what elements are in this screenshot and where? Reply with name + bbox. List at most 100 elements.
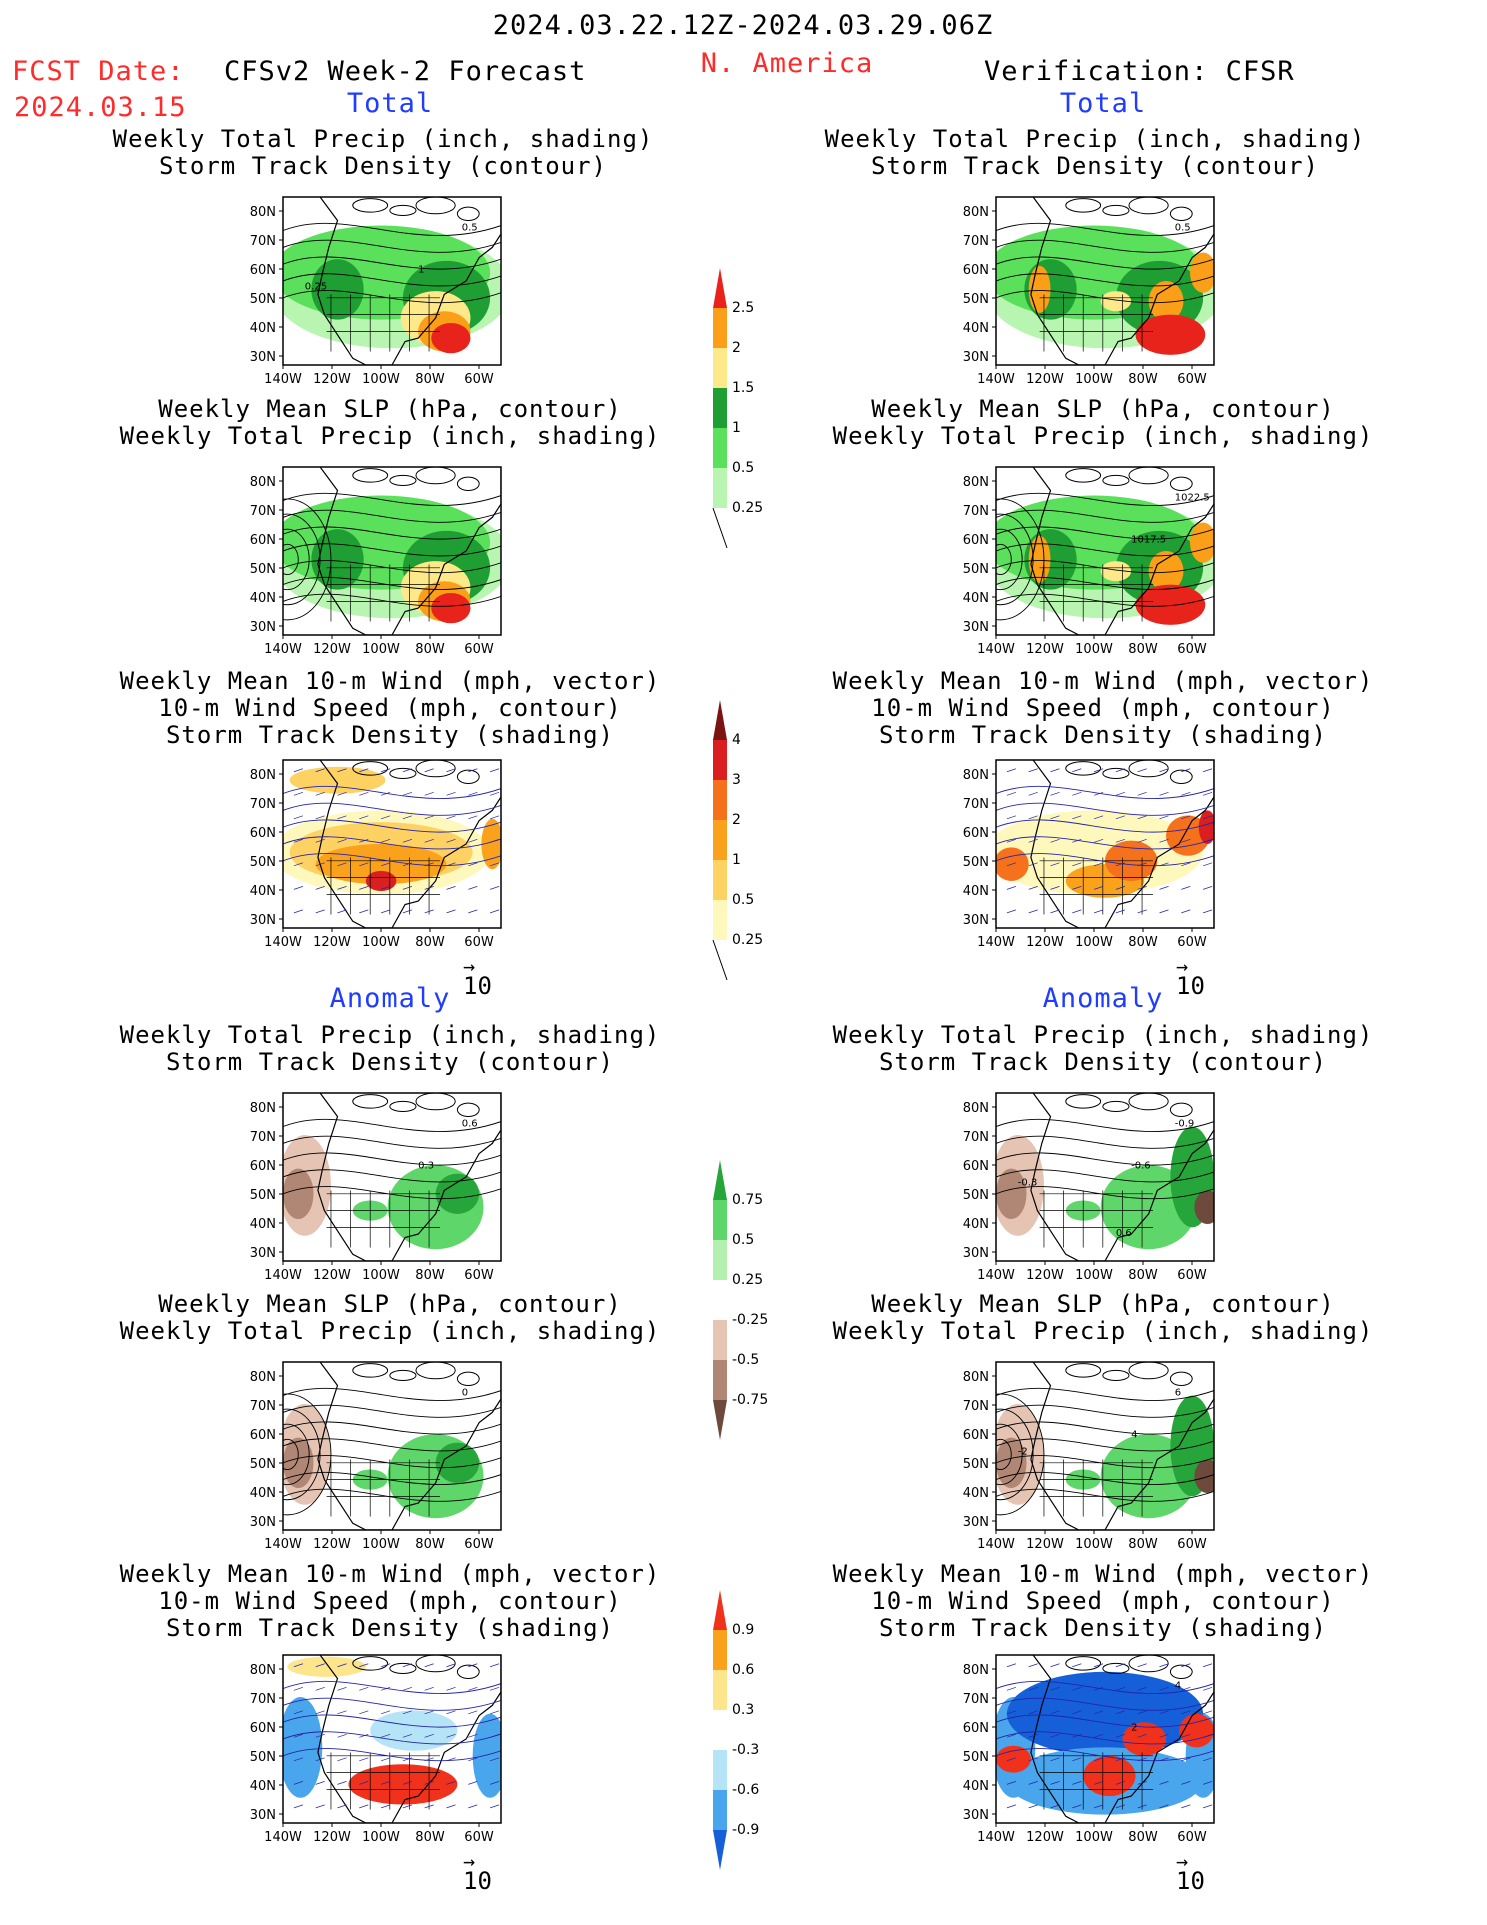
period-title: 2024.03.22.12Z-2024.03.29.06Z: [492, 10, 994, 41]
wind-vector: [446, 791, 456, 796]
map-content: [283, 467, 501, 635]
lat-tick-label: 60N: [250, 263, 276, 278]
wind-vector: [337, 909, 347, 914]
island-outline: [352, 198, 389, 213]
shading-area: [348, 1764, 458, 1805]
wind-vector: [1181, 1757, 1191, 1762]
wind-vector: [315, 1781, 325, 1785]
wind-vector: [424, 791, 434, 796]
contour-line: [283, 785, 501, 799]
contour-label: 0.5: [1175, 223, 1191, 234]
map-frame: [282, 759, 502, 929]
contour-line: [996, 222, 1214, 236]
lat-tick-label: 70N: [250, 1692, 276, 1707]
lat-tick-label: 80N: [250, 1663, 276, 1678]
pressure-contour: [283, 1393, 332, 1516]
coastline: [1030, 1362, 1214, 1530]
wind-vector: [1093, 791, 1104, 796]
island-outline: [1128, 760, 1169, 778]
title-line: Weekly Total Precip (inch, shading): [119, 422, 661, 450]
lon-tick-label: 80W: [1128, 1830, 1158, 1845]
map-frame: [995, 1361, 1215, 1531]
shading-area: [1148, 551, 1184, 592]
map-panel-p1l: 0.5 1 0.25 80N 70N 60N 50N 40N 30N 140W 120W 100W 80…: [250, 196, 502, 387]
title-line: Storm Track Density (contour): [878, 1048, 1328, 1076]
lat-tick-label: 40N: [963, 884, 989, 899]
title-line: Weekly Total Precip (inch, shading): [112, 125, 654, 153]
panel-title-p6r: Weekly Mean 10-m Wind (mph, vector) 10-m…: [833, 1561, 1374, 1642]
wind-vector: [402, 1757, 413, 1762]
contour-line: [283, 1404, 501, 1418]
map-content: 6 4 -2: [996, 1362, 1214, 1530]
contour-label: 1: [418, 265, 424, 276]
colorbar-label: 1: [732, 852, 741, 868]
wind-vector: [293, 1710, 304, 1715]
lon-tick-label: 100W: [362, 372, 400, 387]
map-content: [996, 760, 1214, 928]
wind-vector: [359, 1781, 369, 1785]
wind-vector: [1115, 909, 1126, 914]
wind-vector: [1093, 815, 1104, 820]
panel-title-p4r: Weekly Total Precip (inch, shading) Stor…: [833, 1022, 1374, 1076]
colorbar-label: 0.6: [732, 1662, 754, 1678]
contour-line: [283, 1471, 501, 1485]
arrow-right-icon: →: [463, 1849, 476, 1873]
contour-line: [996, 819, 1214, 833]
wind-vector: [1181, 886, 1191, 890]
wind-vector: [468, 1663, 478, 1668]
contour-line: [283, 509, 501, 523]
map-frame: [995, 1092, 1215, 1262]
lat-tick-label: 60N: [963, 826, 989, 841]
contour-line: [996, 1186, 1214, 1200]
lon-tick-label: 140W: [264, 1537, 302, 1552]
lat-tick-label: 30N: [963, 350, 989, 365]
wind-vector: [424, 815, 434, 820]
panel-title-p1l: Weekly Total Precip (inch, shading) Stor…: [113, 126, 654, 180]
lon-tick-label: 140W: [977, 372, 1015, 387]
lon-tick-label: 60W: [464, 1830, 494, 1845]
shading-area: [287, 1656, 366, 1677]
island-outline: [352, 761, 389, 776]
map-content: [283, 760, 501, 928]
colorbar-segment: [713, 1400, 727, 1440]
colorbar-segment: [713, 1200, 727, 1240]
lon-tick-label: 60W: [1177, 935, 1207, 950]
wind-vector: [1006, 1757, 1017, 1762]
title-line: Storm Track Density (contour): [870, 152, 1320, 180]
wind-vector: [315, 838, 325, 843]
section-anomaly-right: Anomaly: [1042, 983, 1164, 1014]
lon-tick-label: 100W: [1075, 372, 1113, 387]
contour-line: [996, 560, 1214, 574]
wind-vector: [380, 1686, 391, 1691]
fcst-label: FCST Date:: [12, 56, 185, 87]
wind-vector: [337, 1663, 347, 1668]
colorbar-segment: [713, 428, 727, 468]
title-line: Weekly Total Precip (inch, shading): [832, 1021, 1374, 1049]
shading-area: [472, 1713, 501, 1798]
island-outline: [1169, 1102, 1193, 1118]
colorbar-segment: [713, 900, 727, 940]
contour-line: [283, 1731, 501, 1745]
lon-tick-label: 140W: [264, 1268, 302, 1283]
lon-tick-label: 60W: [1177, 642, 1207, 657]
colorbar-cb3: 0.75 0.5 0.25 -0.25 -0.5 -0.75: [713, 1160, 768, 1440]
colorbar-cb1: 2.5 2 1.5 1 0.5 0.25: [712, 268, 763, 549]
lat-tick-label: 30N: [963, 620, 989, 635]
wind-vector: [402, 909, 413, 914]
contour-line: [283, 239, 501, 253]
colorbar-segment: [713, 348, 727, 388]
lon-tick-label: 60W: [464, 1268, 494, 1283]
wind-vector: [315, 909, 325, 914]
map-content: 1022.5 1017.5: [996, 467, 1214, 635]
lat-tick-label: 30N: [963, 1808, 989, 1823]
island-outline: [1128, 1093, 1169, 1111]
contour-line: [283, 222, 501, 236]
title-line: Storm Track Density (shading): [165, 721, 615, 749]
colorbar-label: 0.75: [732, 1192, 763, 1208]
lon-tick-label: 120W: [1026, 1830, 1064, 1845]
wind-vector: [1159, 838, 1169, 843]
lon-tick-label: 120W: [313, 1537, 351, 1552]
lat-tick-label: 70N: [250, 797, 276, 812]
wind-vector: [468, 1757, 478, 1762]
colorbar-label: -0.5: [732, 1352, 759, 1368]
